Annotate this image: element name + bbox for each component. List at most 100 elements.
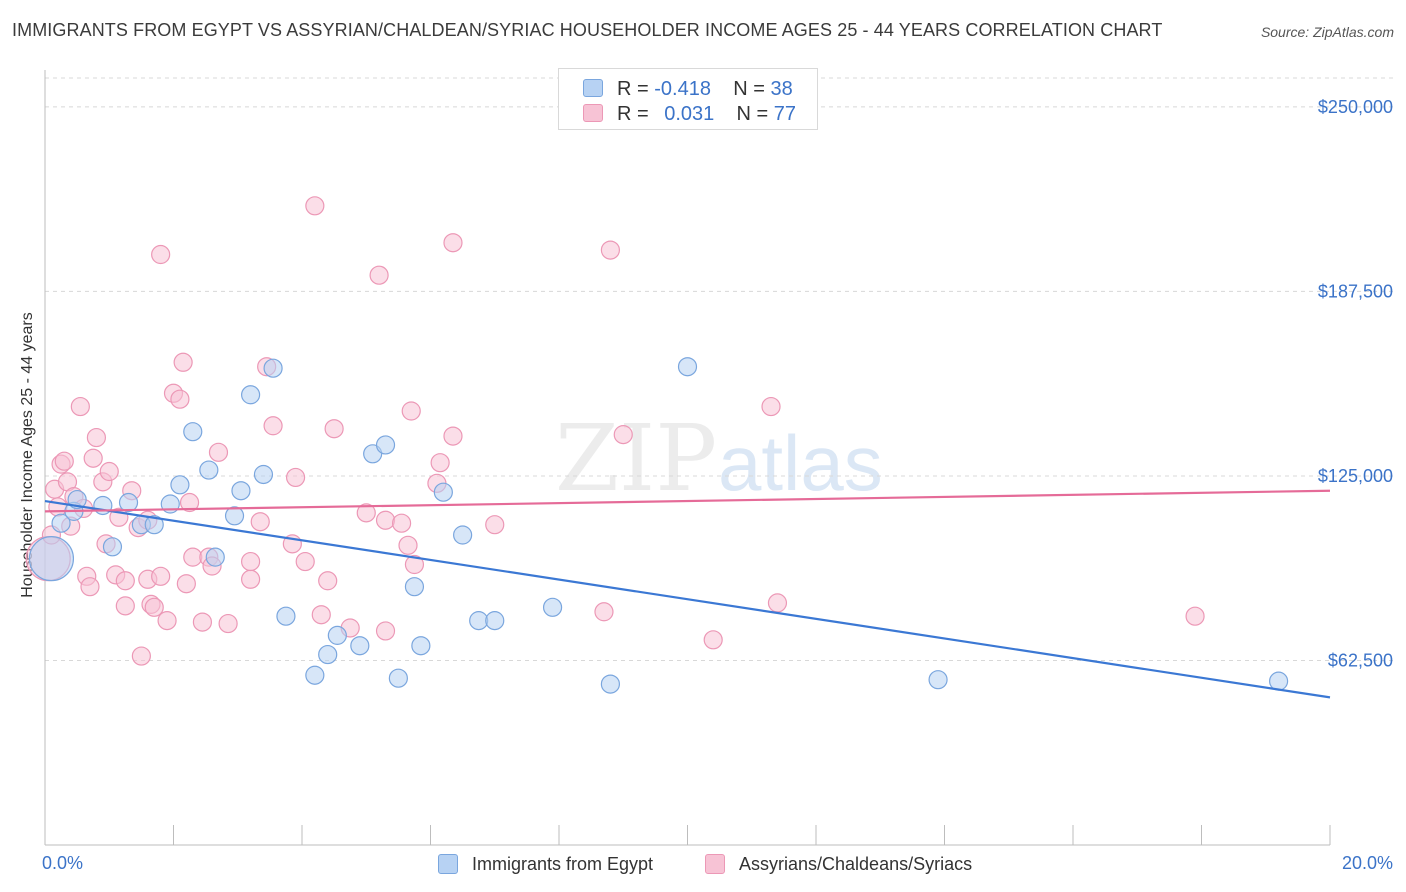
data-point <box>401 401 421 421</box>
data-point <box>443 426 463 446</box>
axes <box>44 70 1331 846</box>
watermark-zip: ZIP <box>555 405 717 512</box>
data-point <box>151 566 171 586</box>
data-point <box>263 358 283 378</box>
series-assyrians-points <box>25 196 1205 666</box>
data-point <box>183 547 203 567</box>
data-point <box>115 596 135 616</box>
data-point <box>131 646 151 666</box>
legend-swatch-blue <box>583 79 603 97</box>
data-point <box>433 482 453 502</box>
data-point <box>241 569 261 589</box>
n-label: N = <box>733 78 765 100</box>
legend-swatch-pink <box>583 104 603 122</box>
data-point <box>99 461 119 482</box>
legend-label-assyrians: Assyrians/Chaldeans/Syriacs <box>739 854 973 874</box>
data-point <box>231 481 251 501</box>
data-point <box>305 196 325 216</box>
data-point <box>404 554 425 575</box>
n-label: N = <box>736 103 769 125</box>
data-point <box>276 606 296 626</box>
series-legend: Immigrants from Egypt Assyrians/Chaldean… <box>0 850 1406 880</box>
data-point <box>324 419 344 439</box>
data-point <box>318 644 338 665</box>
data-point <box>241 551 261 572</box>
data-point <box>224 506 245 526</box>
n-value: 38 <box>770 78 793 100</box>
data-point <box>703 630 723 650</box>
watermark: ZIP atlas <box>555 405 883 512</box>
n-value: 77 <box>773 103 797 125</box>
data-point <box>469 611 489 631</box>
data-point <box>176 574 196 594</box>
data-point <box>118 492 139 513</box>
data-point <box>443 233 463 253</box>
data-point <box>485 611 505 631</box>
data-point <box>453 525 473 545</box>
x-tick-label-min: 0.0% <box>42 853 83 873</box>
trend-line-assyrians <box>44 489 1331 513</box>
r-label: R = <box>617 103 649 125</box>
data-point <box>404 577 425 597</box>
y-tick-label: $250,000 <box>1318 97 1393 117</box>
data-point <box>295 551 315 572</box>
data-point <box>677 357 698 377</box>
data-point <box>144 597 164 617</box>
data-point <box>263 416 283 436</box>
data-point <box>761 396 781 417</box>
data-point <box>398 535 418 555</box>
x-tick-label-max: 20.0% <box>1342 853 1393 873</box>
data-point <box>411 636 431 656</box>
data-point <box>311 605 331 625</box>
data-point <box>253 464 274 485</box>
data-point <box>391 513 412 533</box>
data-point <box>250 512 270 532</box>
data-point <box>183 422 203 442</box>
chart-title: IMMIGRANTS FROM EGYPT VS ASSYRIAN/CHALDE… <box>12 20 1163 40</box>
series-egypt-points <box>28 357 1289 694</box>
legend-label-egypt: Immigrants from Egypt <box>472 854 654 874</box>
data-point <box>285 467 306 488</box>
data-point <box>192 612 213 632</box>
data-point <box>86 427 107 448</box>
data-point <box>542 597 563 617</box>
data-point <box>375 621 396 641</box>
data-point <box>1185 606 1205 626</box>
data-point <box>430 453 450 473</box>
data-point <box>179 492 200 513</box>
data-point <box>594 602 614 622</box>
y-tick-labels: $62,500 $125,000 $187,500 $250,000 <box>1318 97 1393 671</box>
data-point <box>767 593 788 613</box>
data-point <box>375 510 396 530</box>
r-label: R = <box>617 78 649 100</box>
data-point <box>83 448 103 468</box>
data-point <box>327 625 347 645</box>
data-point <box>375 435 396 455</box>
legend-text-egypt: R = -0.418 N = 38 <box>617 78 793 101</box>
data-point <box>1268 671 1289 691</box>
legend-swatch-assyrians <box>705 854 725 874</box>
data-point <box>170 389 190 409</box>
correlation-legend: R = -0.418 N = 38 R = 0.031 N = 77 <box>558 68 818 130</box>
x-tick-labels: 0.0% 20.0% <box>42 853 1393 873</box>
data-point <box>70 396 90 417</box>
data-point <box>48 497 68 517</box>
data-point <box>151 244 171 265</box>
data-point <box>356 503 376 523</box>
data-point <box>173 352 193 372</box>
data-point <box>350 636 370 656</box>
data-point <box>144 515 164 535</box>
y-tick-label: $62,500 <box>1328 650 1393 670</box>
data-point <box>388 668 408 688</box>
trend-line-egypt <box>44 499 1331 699</box>
source-label: Source: ZipAtlas.com <box>1260 24 1394 40</box>
data-point <box>115 571 135 591</box>
data-point <box>170 475 190 495</box>
y-tick-label: $125,000 <box>1318 466 1393 486</box>
legend-swatch-egypt <box>438 854 458 874</box>
data-point <box>54 451 74 471</box>
data-point <box>102 537 123 557</box>
data-point <box>67 489 87 510</box>
data-point <box>369 265 389 285</box>
